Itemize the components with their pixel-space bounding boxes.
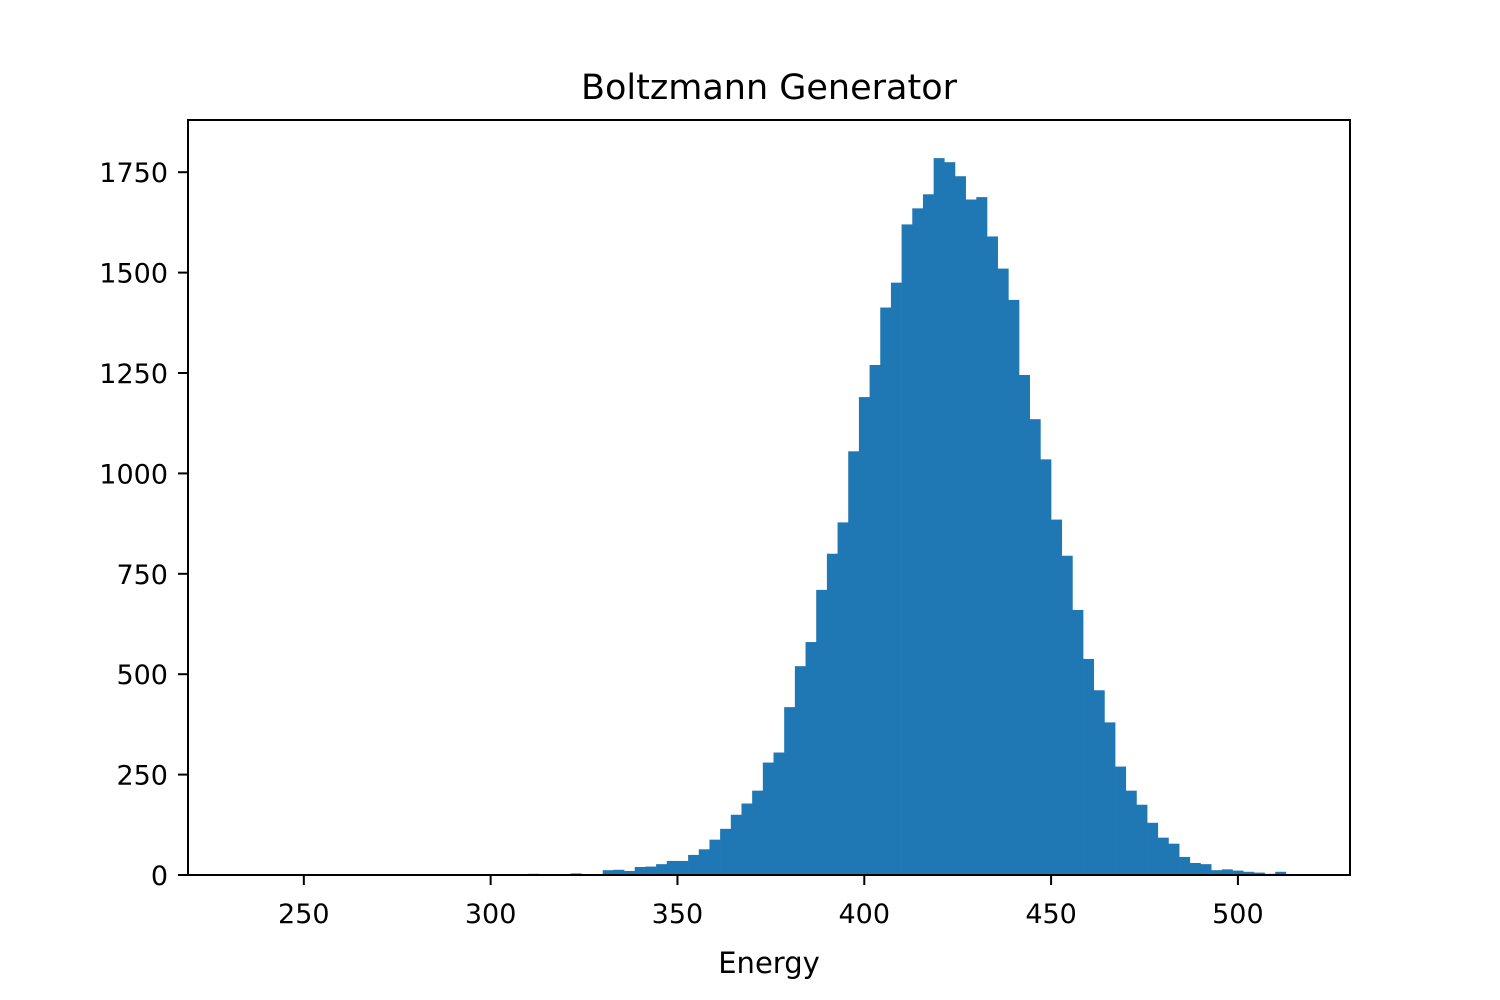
histogram-bar <box>1232 870 1244 875</box>
histogram-bar <box>1243 871 1255 875</box>
histogram-bar <box>1104 722 1116 875</box>
histogram-bar <box>1221 869 1233 875</box>
histogram-bar <box>784 707 796 875</box>
histogram-bar <box>1040 459 1052 875</box>
x-axis-ticks: 250 300 350 400 450 500 <box>278 875 1264 930</box>
y-tick-label: 1500 <box>99 259 168 290</box>
histogram-bar <box>965 199 977 875</box>
histogram-bar <box>1168 843 1180 875</box>
histogram-bar <box>869 364 881 875</box>
histogram-bar <box>987 236 998 875</box>
histogram-bar <box>720 828 732 875</box>
y-tick-label: 1250 <box>99 359 168 390</box>
histogram-bar <box>645 866 657 875</box>
y-tick-label: 1750 <box>99 158 168 189</box>
x-tick-label: 450 <box>1025 899 1077 930</box>
histogram-bar <box>912 208 924 875</box>
y-tick-label: 500 <box>116 660 168 691</box>
histogram-bar <box>1147 822 1159 875</box>
histogram-bar <box>880 307 892 875</box>
histogram-bar <box>805 642 817 875</box>
histogram-bar <box>1200 864 1212 875</box>
histogram-bar <box>762 762 774 875</box>
histogram-bar <box>698 849 710 875</box>
histogram-bar <box>613 869 625 875</box>
histogram-bar <box>1093 690 1105 875</box>
x-tick-label: 300 <box>465 899 517 930</box>
histogram-bar <box>624 870 636 875</box>
y-tick-label: 750 <box>116 560 168 591</box>
histogram-bar <box>837 522 849 875</box>
histogram-bar <box>826 553 838 875</box>
histogram-bar <box>1051 519 1063 875</box>
histogram-bar <box>730 814 742 875</box>
histogram-bar <box>794 666 806 875</box>
histogram-bar <box>1211 870 1223 875</box>
histogram-bar <box>634 866 646 875</box>
histogram-bar <box>1072 609 1084 875</box>
x-axis-label: Energy <box>718 946 820 980</box>
histogram-bar <box>1275 871 1287 875</box>
x-tick-label: 350 <box>652 899 704 930</box>
plot-frame <box>187 119 1351 876</box>
y-axis-ticks: 0 250 500 750 1000 1250 1500 1750 <box>99 158 188 892</box>
y-tick-label: 250 <box>116 761 168 792</box>
histogram-bar <box>1083 658 1095 875</box>
histogram-bar <box>602 870 614 875</box>
histogram-bar <box>1179 856 1191 875</box>
histogram-bar <box>1029 419 1041 875</box>
histogram-bar <box>901 224 913 875</box>
histogram-bar <box>1061 555 1073 875</box>
histogram-bar <box>1189 862 1201 875</box>
x-tick-label: 250 <box>278 899 330 930</box>
histogram-bar <box>677 860 689 875</box>
histogram-bar <box>944 162 956 876</box>
histogram-bar <box>773 752 785 875</box>
x-tick-label: 500 <box>1212 899 1264 930</box>
histogram-bar <box>1019 375 1031 875</box>
histogram-bar <box>954 176 966 876</box>
histogram-bar <box>1136 804 1148 875</box>
histogram-bar <box>997 268 1009 875</box>
histogram-bar <box>1253 872 1265 875</box>
bars <box>517 158 1297 876</box>
histogram-bar <box>1157 837 1169 875</box>
histogram-bar <box>858 397 870 875</box>
chart-title: Boltzmann Generator <box>581 68 958 108</box>
histogram-bar <box>976 197 988 875</box>
histogram-bar <box>922 194 934 875</box>
histogram-bar <box>688 854 700 875</box>
histogram-bar <box>666 860 678 875</box>
histogram-bar <box>816 589 828 875</box>
histogram-bar <box>848 451 860 875</box>
histogram-bar <box>1115 766 1127 875</box>
histogram-bar <box>1125 790 1137 875</box>
histogram-bar <box>709 839 721 875</box>
histogram-bar <box>1008 299 1020 875</box>
histogram-bar <box>741 803 753 875</box>
histogram-bar <box>890 282 902 876</box>
y-tick-label: 1000 <box>99 459 168 490</box>
histogram-bar <box>933 158 945 875</box>
y-tick-label: 0 <box>151 861 168 892</box>
x-tick-label: 400 <box>839 899 891 930</box>
histogram-bar <box>752 790 764 875</box>
histogram-bar <box>656 864 668 875</box>
